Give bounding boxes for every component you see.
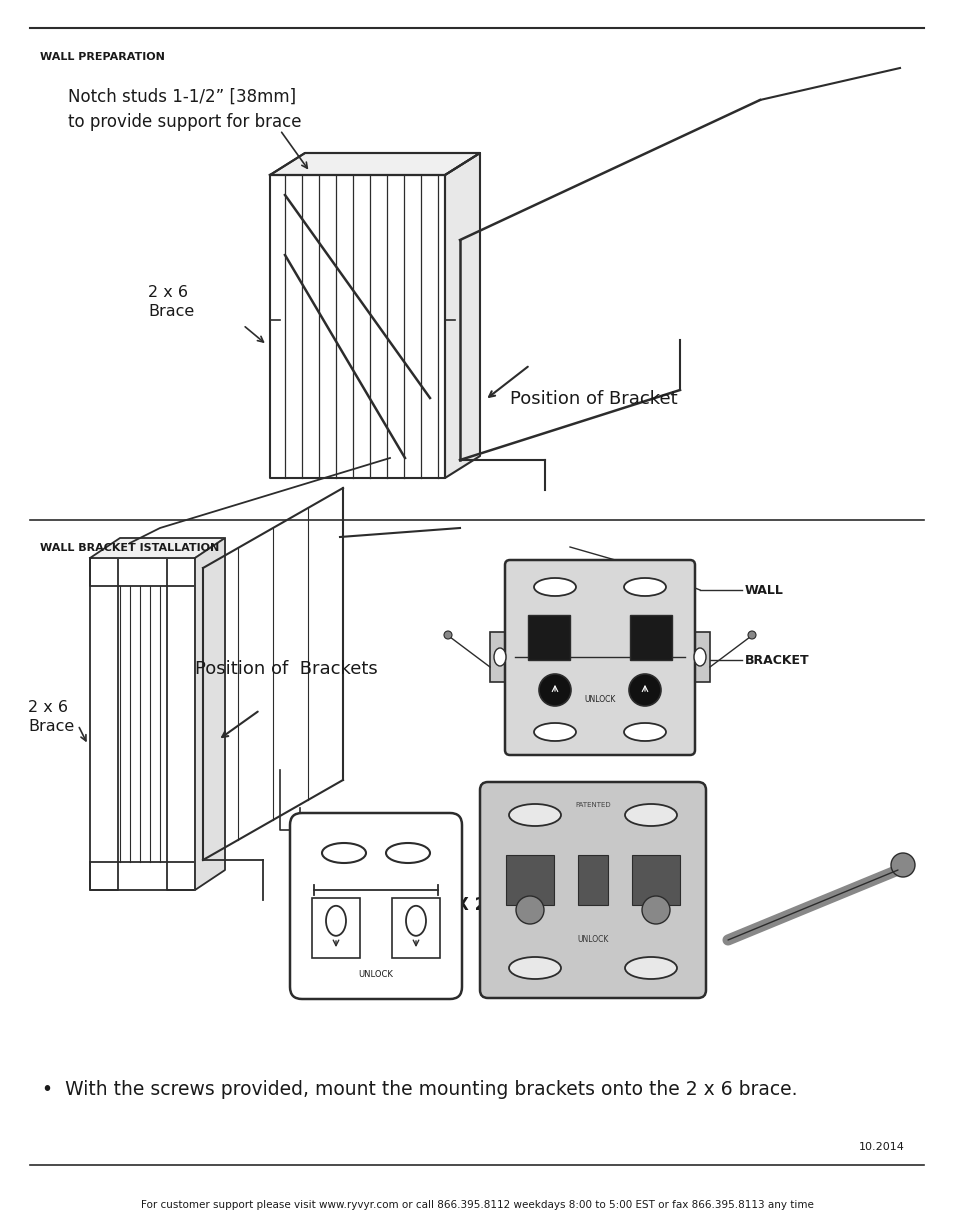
Text: WALL: WALL: [744, 583, 783, 597]
Ellipse shape: [322, 843, 366, 863]
Ellipse shape: [386, 843, 430, 863]
Bar: [629, 616, 671, 660]
Bar: [490, 632, 510, 682]
Text: •  With the screws provided, mount the mounting brackets onto the 2 x 6 brace.: • With the screws provided, mount the mo…: [42, 1080, 797, 1099]
Text: 10.2014: 10.2014: [859, 1142, 904, 1152]
Ellipse shape: [623, 579, 665, 596]
Polygon shape: [444, 153, 479, 478]
Text: BRACKET: BRACKET: [744, 654, 809, 666]
FancyBboxPatch shape: [479, 782, 705, 998]
Polygon shape: [270, 153, 479, 175]
Ellipse shape: [326, 906, 346, 936]
Text: 2 x 6
Brace: 2 x 6 Brace: [148, 286, 194, 319]
Ellipse shape: [623, 723, 665, 741]
Text: UNLOCK: UNLOCK: [583, 696, 615, 704]
Circle shape: [538, 675, 571, 707]
Text: X 2: X 2: [456, 896, 486, 913]
Ellipse shape: [624, 956, 677, 979]
Circle shape: [628, 675, 660, 707]
Text: WALL PREPARATION: WALL PREPARATION: [40, 52, 165, 62]
Bar: [631, 856, 679, 905]
Text: Position of Bracket: Position of Bracket: [510, 390, 677, 407]
Ellipse shape: [534, 723, 576, 741]
Ellipse shape: [509, 956, 560, 979]
Text: 2 x 6
Brace: 2 x 6 Brace: [28, 700, 74, 734]
Ellipse shape: [693, 648, 705, 666]
Ellipse shape: [534, 579, 576, 596]
Ellipse shape: [494, 648, 505, 666]
Circle shape: [443, 632, 452, 639]
Circle shape: [747, 632, 755, 639]
Bar: [578, 856, 607, 905]
Text: For customer support please visit www.ryvyr.com or call 866.395.8112 weekdays 8:: For customer support please visit www.ry…: [140, 1200, 813, 1210]
Ellipse shape: [406, 906, 426, 936]
Polygon shape: [90, 538, 225, 558]
Ellipse shape: [509, 804, 560, 826]
Circle shape: [641, 896, 669, 924]
Text: UNLOCK: UNLOCK: [577, 936, 608, 944]
Text: WALL BRACKET ISTALLATION: WALL BRACKET ISTALLATION: [40, 543, 219, 553]
Text: Notch studs 1-1/2” [38mm]
to provide support for brace: Notch studs 1-1/2” [38mm] to provide sup…: [68, 87, 301, 130]
Circle shape: [516, 896, 543, 924]
Circle shape: [890, 853, 914, 876]
Text: PATENTED: PATENTED: [575, 803, 610, 808]
Bar: [505, 856, 554, 905]
Bar: [312, 897, 359, 958]
Bar: [392, 897, 439, 958]
FancyBboxPatch shape: [504, 560, 695, 755]
Ellipse shape: [624, 804, 677, 826]
Bar: [689, 632, 709, 682]
Text: Position of  Brackets: Position of Brackets: [194, 660, 377, 678]
Polygon shape: [194, 538, 225, 890]
Text: UNLOCK: UNLOCK: [358, 970, 393, 979]
Bar: [527, 616, 569, 660]
FancyBboxPatch shape: [290, 812, 461, 1000]
